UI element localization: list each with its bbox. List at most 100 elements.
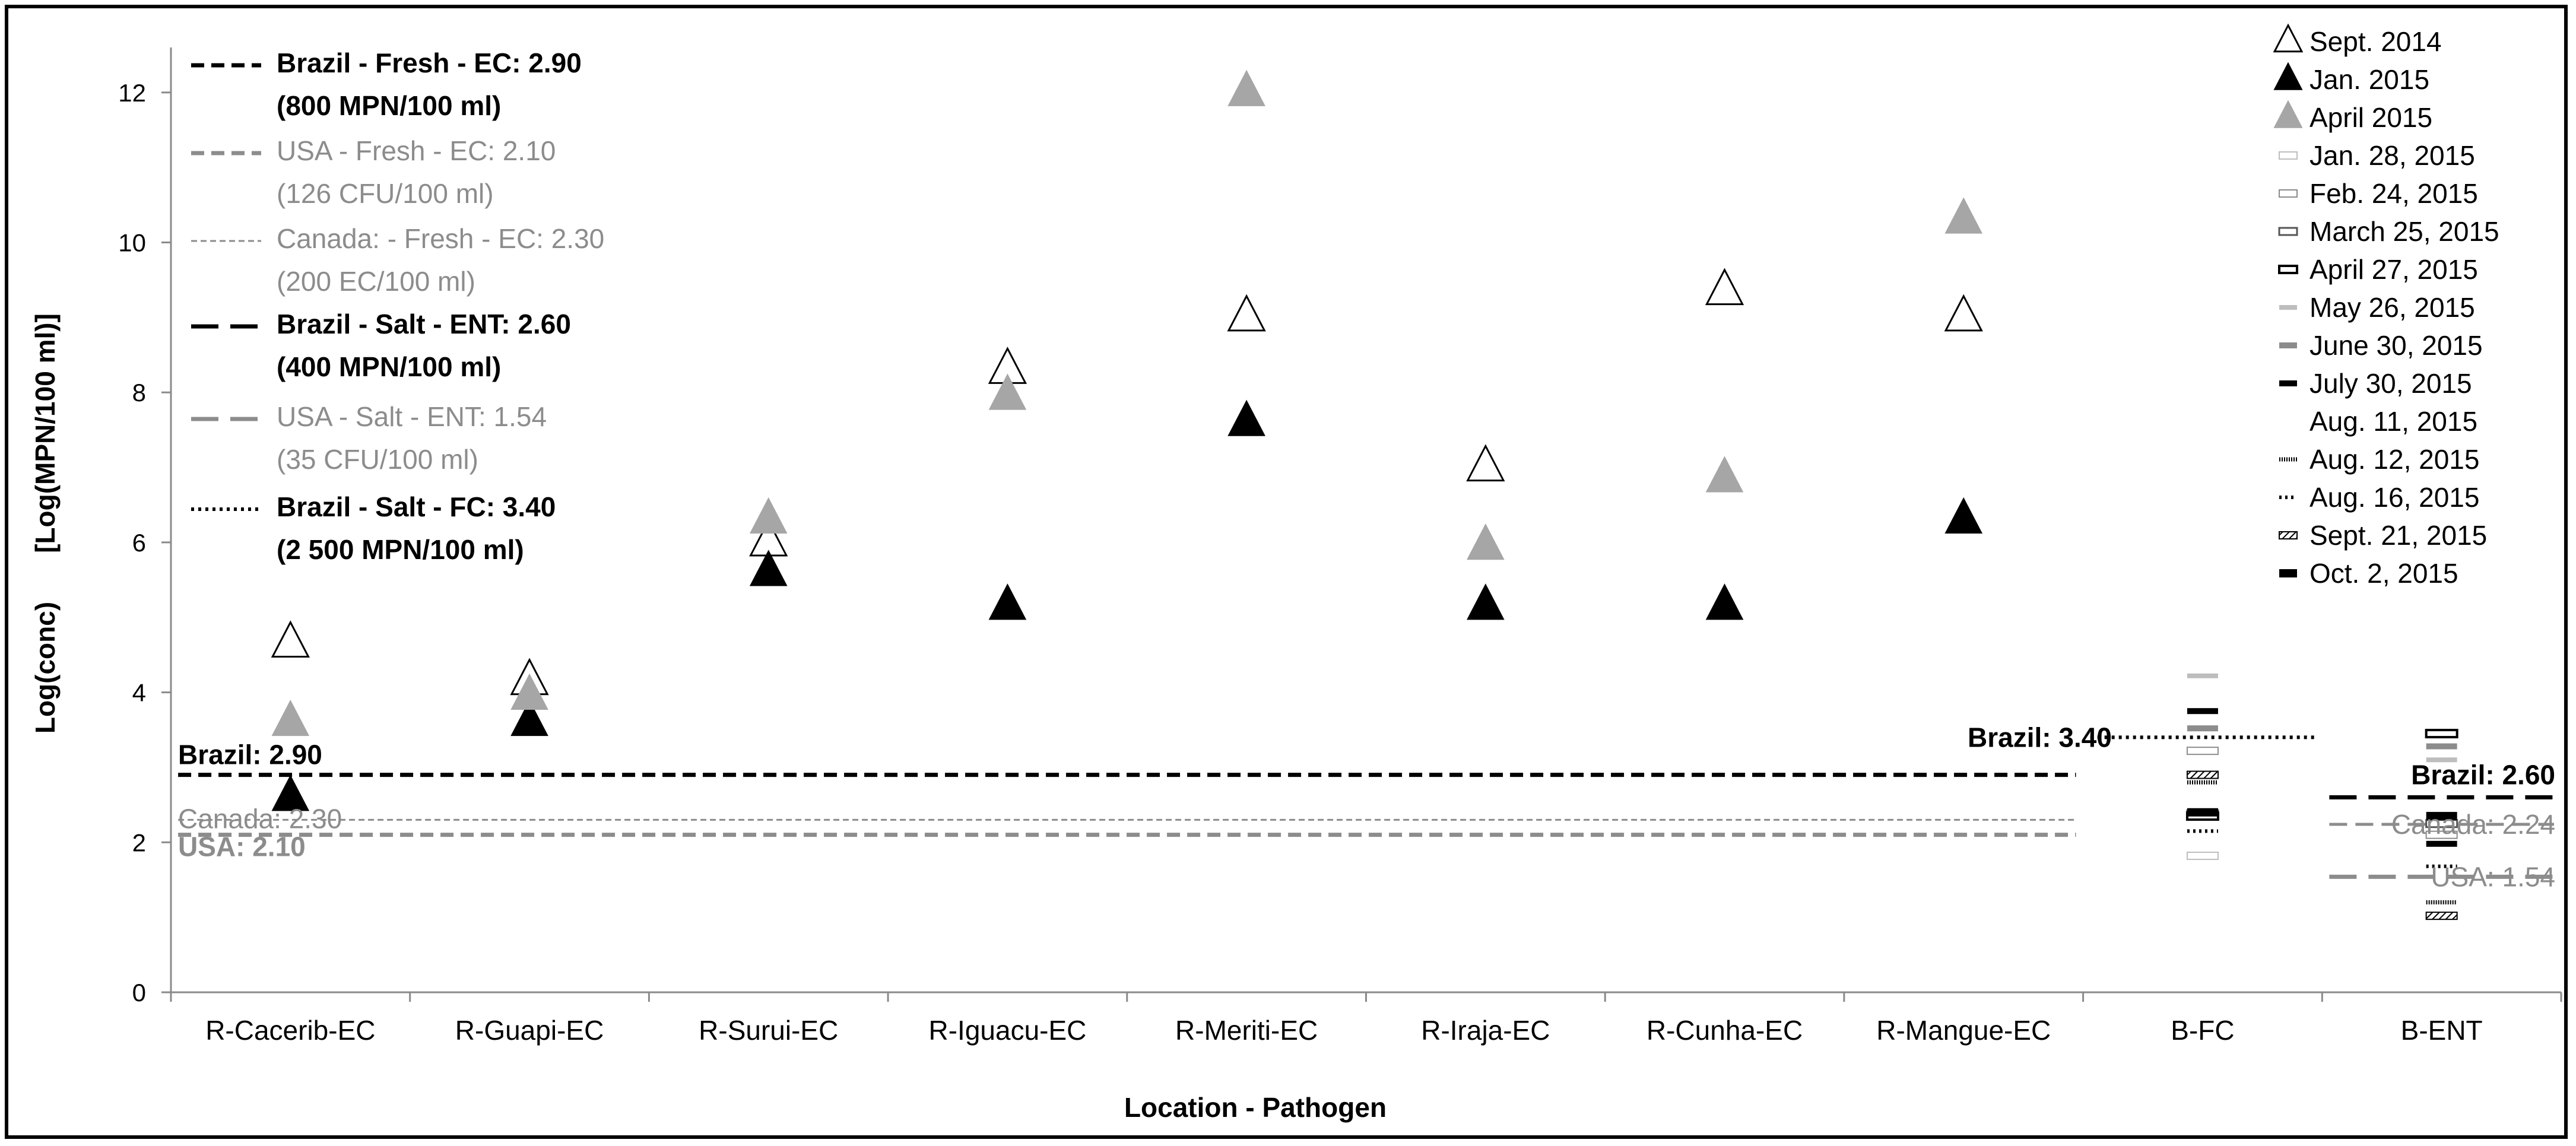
- marker-legend-entry: Aug. 11, 2015: [2309, 406, 2477, 437]
- y-tick-label: 12: [118, 79, 146, 107]
- bar-marker: [2279, 380, 2297, 386]
- legend-text: (35 CFU/100 ml): [277, 444, 478, 475]
- bar-marker: [2278, 265, 2298, 274]
- sample-bars: [2185, 673, 2458, 920]
- triangle-marker: [271, 774, 310, 811]
- threshold-legend-entry: Canada: - Fresh - EC: 2.30 (200 EC/100 ml…: [191, 223, 604, 297]
- triangle-marker: [1944, 197, 1983, 234]
- legend-label: Aug. 12, 2015: [2309, 444, 2479, 475]
- marker-legend-entry: Feb. 24, 2015: [2279, 178, 2478, 209]
- threshold-label: Canada: 2.24: [2391, 809, 2555, 840]
- legend-text: Canada: - Fresh - EC: 2.30: [277, 223, 604, 254]
- threshold-label: USA: 1.54: [2431, 861, 2555, 892]
- legend-label: June 30, 2015: [2309, 330, 2483, 361]
- marker-legend-entry: Aug. 12, 2015: [2279, 444, 2479, 475]
- marker-legend: Sept. 2014 Jan. 2015 April 2015 Jan. 28, 20…: [2273, 23, 2499, 589]
- threshold-label: Brazil: 3.40: [1968, 722, 2112, 753]
- legend-text: Brazil - Fresh - EC: 2.90: [277, 47, 582, 78]
- bar-marker: [2186, 747, 2219, 755]
- threshold-legend: Brazil - Fresh - EC: 2.90 (800 MPN/100 ml…: [191, 47, 604, 565]
- triangle-marker: [1705, 456, 1744, 493]
- marker-legend-entry: Jan. 28, 2015: [2279, 140, 2475, 171]
- legend-text: (400 MPN/100 ml): [277, 351, 501, 382]
- marker-legend-entry: July 30, 2015: [2279, 368, 2472, 399]
- bar-marker: [2187, 673, 2218, 678]
- bar-marker: [2425, 729, 2458, 739]
- triangle-marker: [1705, 268, 1744, 306]
- y-tick-label: 4: [132, 679, 146, 707]
- legend-text: (126 CFU/100 ml): [277, 178, 494, 209]
- bar-marker: [2187, 708, 2218, 715]
- triangle-marker: [1227, 294, 1266, 332]
- triangle-marker: [1227, 69, 1265, 106]
- marker-legend-entry: June 30, 2015: [2279, 330, 2483, 361]
- triangle-marker: [1705, 583, 1744, 620]
- marker-legend-entry: Oct. 2, 2015: [2279, 558, 2458, 589]
- triangle-marker: [1466, 444, 1505, 482]
- bar-marker: [2279, 342, 2297, 348]
- triangle-marker: [988, 583, 1027, 620]
- marker-legend-entry: April 27, 2015: [2278, 254, 2478, 285]
- triangle-marker: [988, 373, 1027, 410]
- bar-marker: [2279, 305, 2297, 310]
- y-axis-title-part: Log(conc): [30, 602, 61, 734]
- y-tick-label: 2: [132, 828, 146, 856]
- marker-legend-entry: March 25, 2015: [2278, 216, 2499, 247]
- legend-label: Aug. 11, 2015: [2309, 406, 2477, 437]
- bar-marker: [2425, 912, 2458, 920]
- legend-text: Brazil - Salt - FC: 3.40: [277, 491, 556, 522]
- y-tick-label: 6: [132, 529, 146, 557]
- x-axis-title: Location - Pathogen: [1124, 1092, 1387, 1123]
- bar-marker: [2425, 830, 2458, 839]
- bar-marker: [2186, 852, 2219, 861]
- legend-label: July 30, 2015: [2309, 368, 2472, 399]
- triangle-marker: [1467, 523, 1505, 560]
- triangle-marker: [510, 673, 548, 710]
- bar-marker: [2187, 808, 2218, 817]
- legend-triangle: [2273, 62, 2303, 90]
- axes: 0 2 4 6 8 10 12 R-Cacerib-EC R-Guapi-EC R-Surui-E…: [30, 47, 2562, 1123]
- marker-legend-entry: Sept. 21, 2015: [2279, 520, 2487, 551]
- legend-text: USA - Fresh - EC: 2.10: [277, 135, 556, 166]
- bar-marker: [2279, 569, 2297, 577]
- legend-text: USA - Salt - ENT: 1.54: [277, 401, 547, 432]
- bar-marker: [2426, 757, 2457, 763]
- triangle-marker: [749, 550, 788, 586]
- triangle-marker: [271, 620, 310, 658]
- triangle-markers: [271, 69, 1983, 811]
- x-tick-label: R-Mangue-EC: [1876, 1015, 2051, 1046]
- legend-label: Sept. 21, 2015: [2309, 520, 2487, 551]
- y-tick-label: 0: [132, 979, 146, 1007]
- triangle-marker: [271, 700, 310, 737]
- triangle-marker: [749, 497, 788, 534]
- legend-text: (800 MPN/100 ml): [277, 90, 501, 121]
- x-tick-label: R-Meriti-EC: [1175, 1015, 1318, 1046]
- bar-marker: [2279, 151, 2298, 160]
- x-tick-label: R-Surui-EC: [699, 1015, 838, 1046]
- legend-label: May 26, 2015: [2309, 292, 2475, 323]
- legend-label: April 27, 2015: [2309, 254, 2478, 285]
- legend-triangle: [2273, 100, 2303, 128]
- bar-marker: [2186, 770, 2219, 779]
- x-tick-label: R-Cunha-EC: [1647, 1015, 1803, 1046]
- threshold-legend-entry: Brazil - Salt - FC: 3.40 (2 500 MPN/100 m…: [191, 491, 556, 565]
- triangle-marker: [1227, 399, 1265, 436]
- bar-marker: [2426, 840, 2457, 847]
- triangle-marker: [1467, 583, 1505, 620]
- legend-label: Jan. 28, 2015: [2309, 140, 2475, 171]
- y-tick-label: 8: [132, 379, 146, 407]
- x-tick-label: B-FC: [2171, 1015, 2234, 1046]
- legend-label: April 2015: [2309, 102, 2432, 133]
- triangle-marker: [510, 700, 548, 737]
- legend-text: (200 EC/100 ml): [277, 266, 475, 297]
- legend-label: Aug. 16, 2015: [2309, 482, 2479, 513]
- legend-label: Sept. 2014: [2309, 26, 2442, 57]
- bar-marker: [2278, 227, 2298, 236]
- bar-marker: [2279, 189, 2298, 198]
- y-axis-title: Log(conc) [Log(MPN/100 ml)]: [30, 313, 61, 734]
- marker-legend-entry: Jan. 2015: [2273, 62, 2429, 95]
- threshold-label: Brazil: 2.90: [178, 739, 322, 770]
- legend-label: Feb. 24, 2015: [2309, 178, 2478, 209]
